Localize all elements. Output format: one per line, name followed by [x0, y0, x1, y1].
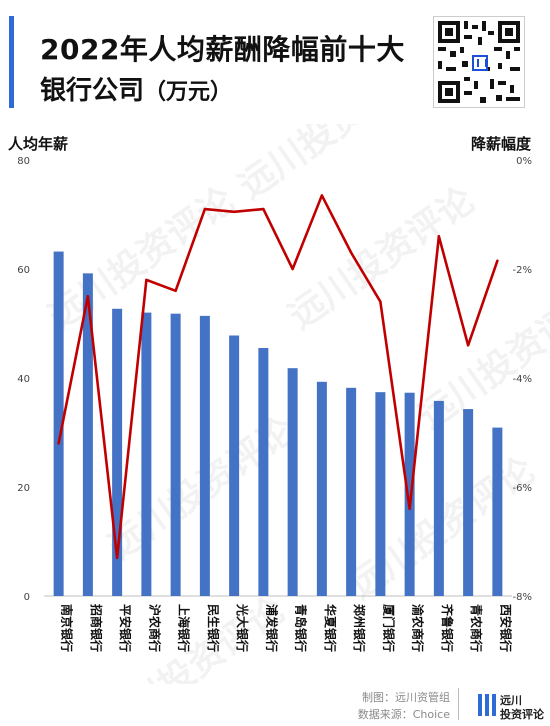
- line-point: [349, 251, 353, 254]
- brand-logo-icon: [478, 694, 496, 716]
- left-tick-label: 60: [17, 265, 30, 276]
- bar: [229, 335, 240, 596]
- x-tick-label: 华夏银行: [323, 604, 338, 652]
- bar: [375, 392, 386, 596]
- line-point: [115, 556, 119, 560]
- title-accent-bar: [9, 16, 14, 108]
- bar: [82, 273, 93, 596]
- line-point: [466, 344, 470, 347]
- header: 2022年人均薪酬降幅前十大 银行公司（万元）: [0, 0, 550, 124]
- line-point: [379, 300, 382, 303]
- bar: [258, 348, 269, 596]
- line-series: [57, 194, 499, 560]
- bar: [112, 308, 123, 596]
- right-tick-label: -2%: [513, 265, 532, 276]
- bar: [199, 315, 210, 596]
- line-point: [174, 289, 177, 292]
- bar: [346, 387, 357, 596]
- bar: [53, 251, 64, 596]
- x-tick-label: 西安银行: [498, 604, 513, 652]
- line-point: [57, 442, 60, 445]
- chart-title-subject: 银行公司: [40, 76, 145, 106]
- x-tick-label: 民生银行: [206, 604, 221, 652]
- left-axis-title: 人均年薪: [8, 135, 69, 153]
- left-tick-label: 40: [17, 374, 30, 385]
- x-tick-label: 郑州银行: [352, 604, 367, 652]
- bar: [463, 409, 474, 596]
- line-point: [291, 267, 294, 271]
- bar: [287, 368, 298, 596]
- x-tick-labels: 南京银行 招商银行 平安银行 沪农商行 上海银行 民生银行 光大银行 浦发银行 青岛银行 华夏银行…: [60, 603, 514, 652]
- line-point: [437, 235, 441, 238]
- chart-title-line2: 银行公司（万元）: [40, 70, 232, 107]
- qr-logo-icon: [472, 55, 488, 71]
- credit-author: 制图：远川资管组: [362, 691, 450, 704]
- bars: [53, 251, 503, 596]
- brand-name-line2: 投资评论: [500, 708, 544, 721]
- line-point: [203, 207, 207, 211]
- right-tick-label: -4%: [513, 374, 532, 385]
- line-point: [320, 194, 324, 197]
- watermark-text: 远川投资评论: [232, 124, 433, 207]
- bar: [170, 313, 181, 596]
- left-tick-label: 80: [17, 156, 30, 167]
- right-axis-title: 降薪幅度: [471, 135, 532, 153]
- x-tick-label: 渝农商行: [411, 604, 426, 652]
- x-tick-label: 齐鲁银行: [440, 604, 455, 652]
- x-tick-label: 沪农商行: [147, 604, 162, 652]
- right-tick-label: -8%: [513, 592, 532, 603]
- chart-title-unit: （万元）: [144, 80, 233, 105]
- left-tick-label: 0: [24, 592, 30, 603]
- left-tick-label: 20: [17, 483, 30, 494]
- line-point: [232, 210, 236, 213]
- bar: [141, 312, 152, 596]
- brand-name-line1: 远川: [500, 694, 522, 707]
- qr-code-pattern: [438, 21, 520, 103]
- bar: [492, 427, 503, 596]
- x-tick-label: 光大银行: [235, 603, 250, 652]
- x-tick-label: 厦门银行: [381, 604, 396, 652]
- bar: [404, 392, 415, 596]
- right-tick-label: 0%: [516, 156, 532, 167]
- chart: 远川投资评论远川投资评论远川投资评论远川投资评论远川投资评论远川投资评论远川投资…: [17, 124, 550, 684]
- line-point: [496, 259, 499, 263]
- x-tick-label: 招商银行: [89, 604, 104, 652]
- chart-title: 2022年人均薪酬降幅前十大: [40, 33, 405, 66]
- bar: [316, 381, 327, 596]
- line-point: [262, 207, 265, 211]
- bar: [433, 400, 444, 596]
- x-tick-label: 浦发银行: [264, 604, 279, 652]
- x-tick-label: 青岛银行: [294, 604, 309, 652]
- x-tick-label: 平安银行: [118, 604, 133, 652]
- footer-divider: [458, 688, 459, 720]
- qr-code: [433, 16, 525, 108]
- line-point: [145, 278, 148, 282]
- credit-source: 数据来源：Choice: [357, 708, 450, 721]
- right-tick-label: -6%: [513, 483, 532, 494]
- line-point: [408, 507, 411, 510]
- decline-line: [57, 194, 499, 560]
- x-tick-label: 南京银行: [60, 604, 75, 652]
- x-tick-label: 上海银行: [177, 604, 192, 652]
- brand-logo: 远川 投资评论: [478, 690, 544, 722]
- line-point: [86, 295, 90, 298]
- x-tick-label: 青农商行: [469, 604, 484, 652]
